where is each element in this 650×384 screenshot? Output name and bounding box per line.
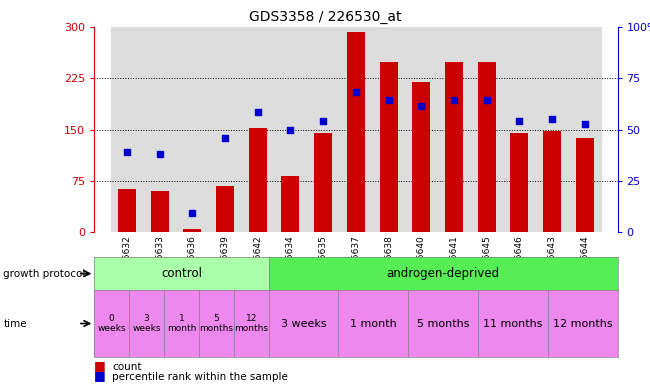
Text: count: count xyxy=(112,362,142,372)
Point xyxy=(547,116,557,122)
Point xyxy=(285,126,296,132)
Bar xyxy=(536,27,568,232)
Text: control: control xyxy=(161,267,202,280)
Text: ■: ■ xyxy=(94,369,106,382)
Bar xyxy=(111,27,144,232)
Bar xyxy=(176,27,209,232)
Point xyxy=(122,149,132,155)
Text: ■: ■ xyxy=(94,359,106,372)
Point xyxy=(416,103,426,109)
Text: 12 months: 12 months xyxy=(552,318,612,329)
Bar xyxy=(274,27,307,232)
Bar xyxy=(543,131,561,232)
Bar xyxy=(510,133,528,232)
Point xyxy=(514,118,525,124)
Bar xyxy=(445,63,463,232)
Bar xyxy=(412,82,430,232)
Bar xyxy=(471,27,503,232)
Point xyxy=(448,97,459,103)
Text: time: time xyxy=(3,318,27,329)
Bar xyxy=(503,27,536,232)
Bar xyxy=(144,27,176,232)
Point xyxy=(350,89,361,95)
Text: percentile rank within the sample: percentile rank within the sample xyxy=(112,372,289,382)
Bar xyxy=(209,27,241,232)
Bar xyxy=(568,27,601,232)
Point xyxy=(253,109,263,116)
Text: growth protocol: growth protocol xyxy=(3,268,86,279)
Text: 1 month: 1 month xyxy=(350,318,396,329)
Bar xyxy=(380,63,398,232)
Bar xyxy=(281,176,300,232)
Bar xyxy=(216,186,234,232)
Text: 5 months: 5 months xyxy=(417,318,469,329)
Bar xyxy=(183,229,202,232)
Text: androgen-deprived: androgen-deprived xyxy=(387,267,500,280)
Bar xyxy=(347,31,365,232)
Point xyxy=(155,151,165,157)
Bar xyxy=(151,191,169,232)
Text: 0
weeks: 0 weeks xyxy=(98,314,126,333)
Point xyxy=(482,97,492,103)
Point xyxy=(220,135,230,141)
Point xyxy=(580,121,590,127)
Text: 11 months: 11 months xyxy=(483,318,543,329)
Text: 3
weeks: 3 weeks xyxy=(133,314,161,333)
Text: 12
months: 12 months xyxy=(234,314,268,333)
Bar xyxy=(314,133,332,232)
Bar xyxy=(339,27,372,232)
Bar xyxy=(307,27,339,232)
Bar xyxy=(405,27,437,232)
Text: 3 weeks: 3 weeks xyxy=(281,318,326,329)
Point xyxy=(318,118,328,124)
Bar xyxy=(372,27,405,232)
Bar xyxy=(437,27,471,232)
Bar xyxy=(241,27,274,232)
Bar xyxy=(118,189,136,232)
Bar xyxy=(478,63,496,232)
Bar xyxy=(576,138,593,232)
Text: 1
month: 1 month xyxy=(167,314,196,333)
Point xyxy=(384,97,394,103)
Bar xyxy=(249,128,266,232)
Text: GDS3358 / 226530_at: GDS3358 / 226530_at xyxy=(249,10,401,23)
Point xyxy=(187,210,198,216)
Text: 5
months: 5 months xyxy=(200,314,233,333)
